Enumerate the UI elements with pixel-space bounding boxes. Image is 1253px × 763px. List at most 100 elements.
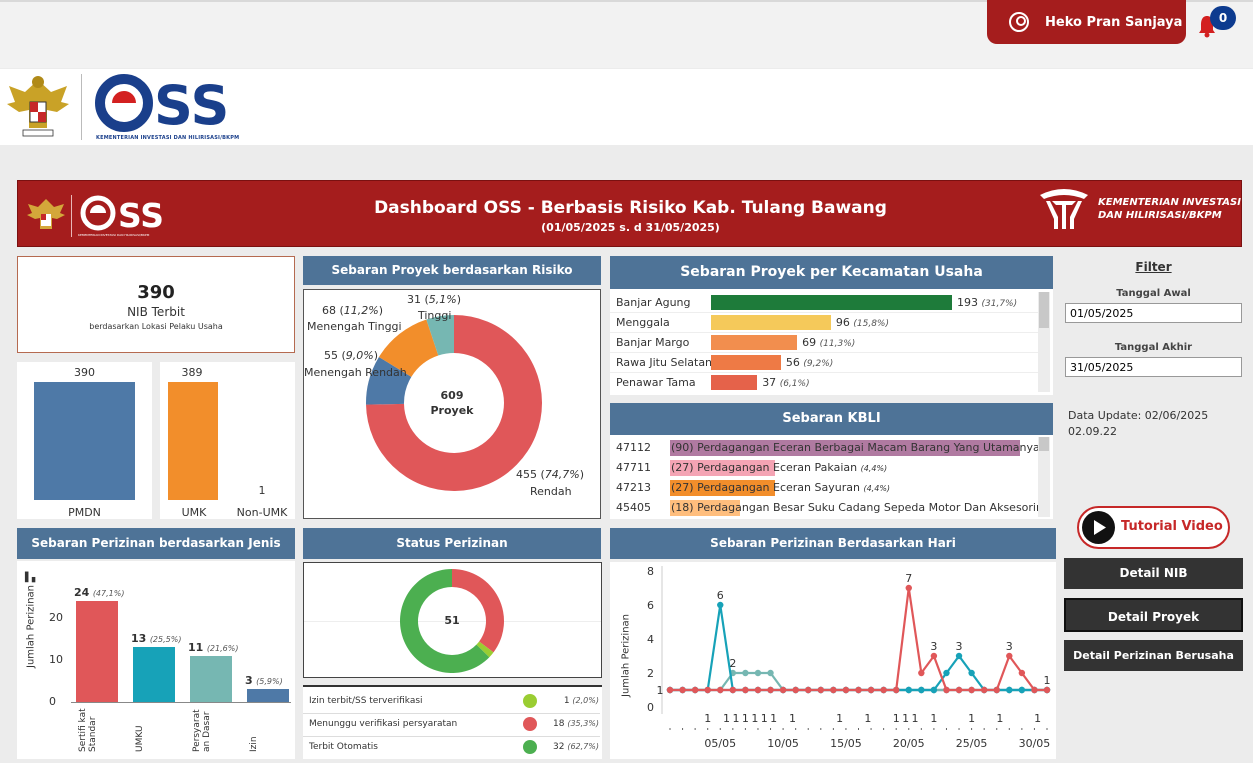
status-legend-row[interactable]: Terbit Otomatis 32 (62,7%) (303, 738, 600, 758)
kbli-row[interactable]: 47112 (90) Perdagangan Eceran Berbagai M… (610, 439, 1038, 457)
kbli-row[interactable]: 47711 (27) Perdagangan Eceran Pakaian (4… (610, 459, 1038, 477)
status-donut[interactable] (304, 563, 601, 677)
status-slice-1[interactable] (476, 641, 494, 658)
harian-point[interactable] (918, 686, 925, 694)
start-date-input[interactable] (1065, 303, 1242, 323)
harian-point[interactable] (729, 686, 737, 694)
tutorial-video-button[interactable]: Tutorial Video (1077, 506, 1230, 549)
harian-point[interactable] (1006, 686, 1013, 694)
jenis-bar[interactable] (76, 601, 118, 702)
harian-point[interactable] (754, 686, 762, 694)
harian-point[interactable] (742, 686, 749, 694)
risk-slice-1[interactable] (366, 357, 412, 405)
kecamatan-header: Sebaran Proyek per Kecamatan Usaha (610, 256, 1053, 289)
harian-point[interactable] (779, 686, 787, 694)
risk-slice-3[interactable] (426, 315, 454, 356)
risk-slice-2[interactable] (378, 319, 439, 377)
kecamatan-bar[interactable] (711, 315, 831, 330)
nib-card[interactable]: 390 NIB Terbit berdasarkan Lokasi Pelaku… (17, 256, 295, 353)
risk-panel: 609 Proyek 68 (11,2%) Menengah Tinggi 31… (303, 289, 601, 519)
detail-proyek-button[interactable]: Detail Proyek (1064, 598, 1243, 632)
kbli-bar[interactable] (670, 460, 775, 476)
kbli-scroll-thumb[interactable] (1039, 437, 1049, 451)
harian-point[interactable] (943, 686, 950, 694)
kecamatan-row[interactable]: Penawar Tama 37 (6,1%) (610, 374, 1038, 392)
harian-point[interactable] (704, 686, 711, 694)
kecamatan-bar[interactable] (711, 375, 758, 390)
harian-point[interactable] (717, 686, 724, 694)
harian-point[interactable] (867, 686, 875, 694)
harian-point[interactable] (930, 686, 938, 694)
harian-point[interactable] (905, 686, 912, 694)
jenis-bar[interactable] (190, 655, 232, 702)
harian-point[interactable] (1006, 652, 1013, 660)
harian-point[interactable] (1031, 686, 1038, 694)
umk-bar[interactable] (168, 382, 218, 500)
pmdn-bar[interactable] (34, 382, 135, 500)
kbli-bar[interactable] (670, 480, 775, 496)
kbli-scrollbar[interactable] (1038, 437, 1050, 517)
detail-perizinan-button[interactable]: Detail Perizinan Berusaha (1064, 640, 1243, 671)
harian-point[interactable] (666, 686, 674, 694)
harian-point[interactable] (993, 686, 1000, 694)
harian-point[interactable] (955, 686, 963, 694)
harian-point[interactable] (980, 686, 988, 694)
harian-point[interactable] (817, 686, 824, 694)
jenis-bar[interactable] (133, 647, 175, 702)
harian-point[interactable] (792, 686, 799, 694)
harian-point[interactable] (955, 652, 963, 660)
harian-point[interactable] (717, 601, 724, 609)
harian-ytick: 6 (647, 599, 654, 612)
harian-count-label: 1 (789, 712, 796, 725)
detail-nib-button[interactable]: Detail NIB (1064, 558, 1243, 589)
harian-point[interactable] (830, 686, 837, 694)
risk-donut[interactable] (304, 290, 600, 518)
kecamatan-scrollbar[interactable] (1038, 292, 1050, 392)
harian-point[interactable] (893, 686, 900, 694)
kecamatan-row[interactable]: Menggala 96 (15,8%) (610, 314, 1038, 332)
kecamatan-bar[interactable] (711, 335, 798, 350)
harian-point[interactable] (842, 686, 850, 694)
user-menu-button[interactable]: Heko Pran Sanjaya (987, 0, 1186, 44)
status-legend-row[interactable]: Izin terbit/SS terverifikasi 1 (2,0%) (303, 692, 600, 712)
jenis-bar[interactable] (247, 689, 289, 702)
kbli-bar[interactable] (670, 440, 1020, 456)
kbli-bar[interactable] (670, 500, 740, 516)
harian-point[interactable] (968, 669, 975, 677)
end-date-input[interactable] (1065, 357, 1242, 377)
harian-point[interactable] (880, 686, 887, 694)
harian-point[interactable] (943, 669, 950, 677)
kecamatan-row[interactable]: Banjar Margo 69 (11,3%) (610, 334, 1038, 352)
kecamatan-bar[interactable] (711, 355, 781, 370)
status-slice-2[interactable] (400, 569, 490, 673)
harian-point[interactable] (855, 686, 862, 694)
status-legend-dot (523, 740, 537, 754)
status-legend-row[interactable]: Menunggu verifikasi persyaratan 18 (35,3… (303, 715, 600, 735)
harian-point[interactable] (905, 584, 912, 592)
kbli-row[interactable]: 47213 (27) Perdagangan Eceran Sayuran (4… (610, 479, 1038, 497)
harian-point[interactable] (968, 686, 975, 694)
harian-point[interactable] (679, 686, 686, 694)
kecamatan-bar[interactable] (711, 295, 952, 310)
umk-label: UMK (181, 506, 207, 519)
risk-slice-0[interactable] (366, 315, 542, 491)
harian-point[interactable] (1018, 669, 1026, 677)
kbli-row[interactable]: 45405 (18) Perdagangan Besar Suku Cadang… (610, 499, 1038, 517)
kecamatan-row[interactable]: Rawa Jitu Selatan 56 (9,2%) (610, 354, 1038, 372)
harian-point[interactable] (805, 686, 812, 694)
kecamatan-scroll-thumb[interactable] (1039, 292, 1049, 328)
harian-series-line[interactable] (670, 587, 1047, 692)
harian-point[interactable] (742, 669, 749, 677)
harian-point[interactable] (754, 669, 762, 677)
harian-series-line[interactable] (670, 604, 1047, 692)
harian-point[interactable] (1018, 686, 1026, 694)
harian-point[interactable] (930, 652, 938, 660)
harian-point[interactable] (691, 686, 699, 694)
harian-point[interactable] (1043, 686, 1051, 694)
harian-point[interactable] (918, 669, 925, 677)
harian-point[interactable] (767, 669, 774, 677)
harian-point[interactable] (767, 686, 774, 694)
status-slice-0[interactable] (452, 569, 504, 653)
kecamatan-row[interactable]: Banjar Agung 193 (31,7%) (610, 294, 1038, 312)
